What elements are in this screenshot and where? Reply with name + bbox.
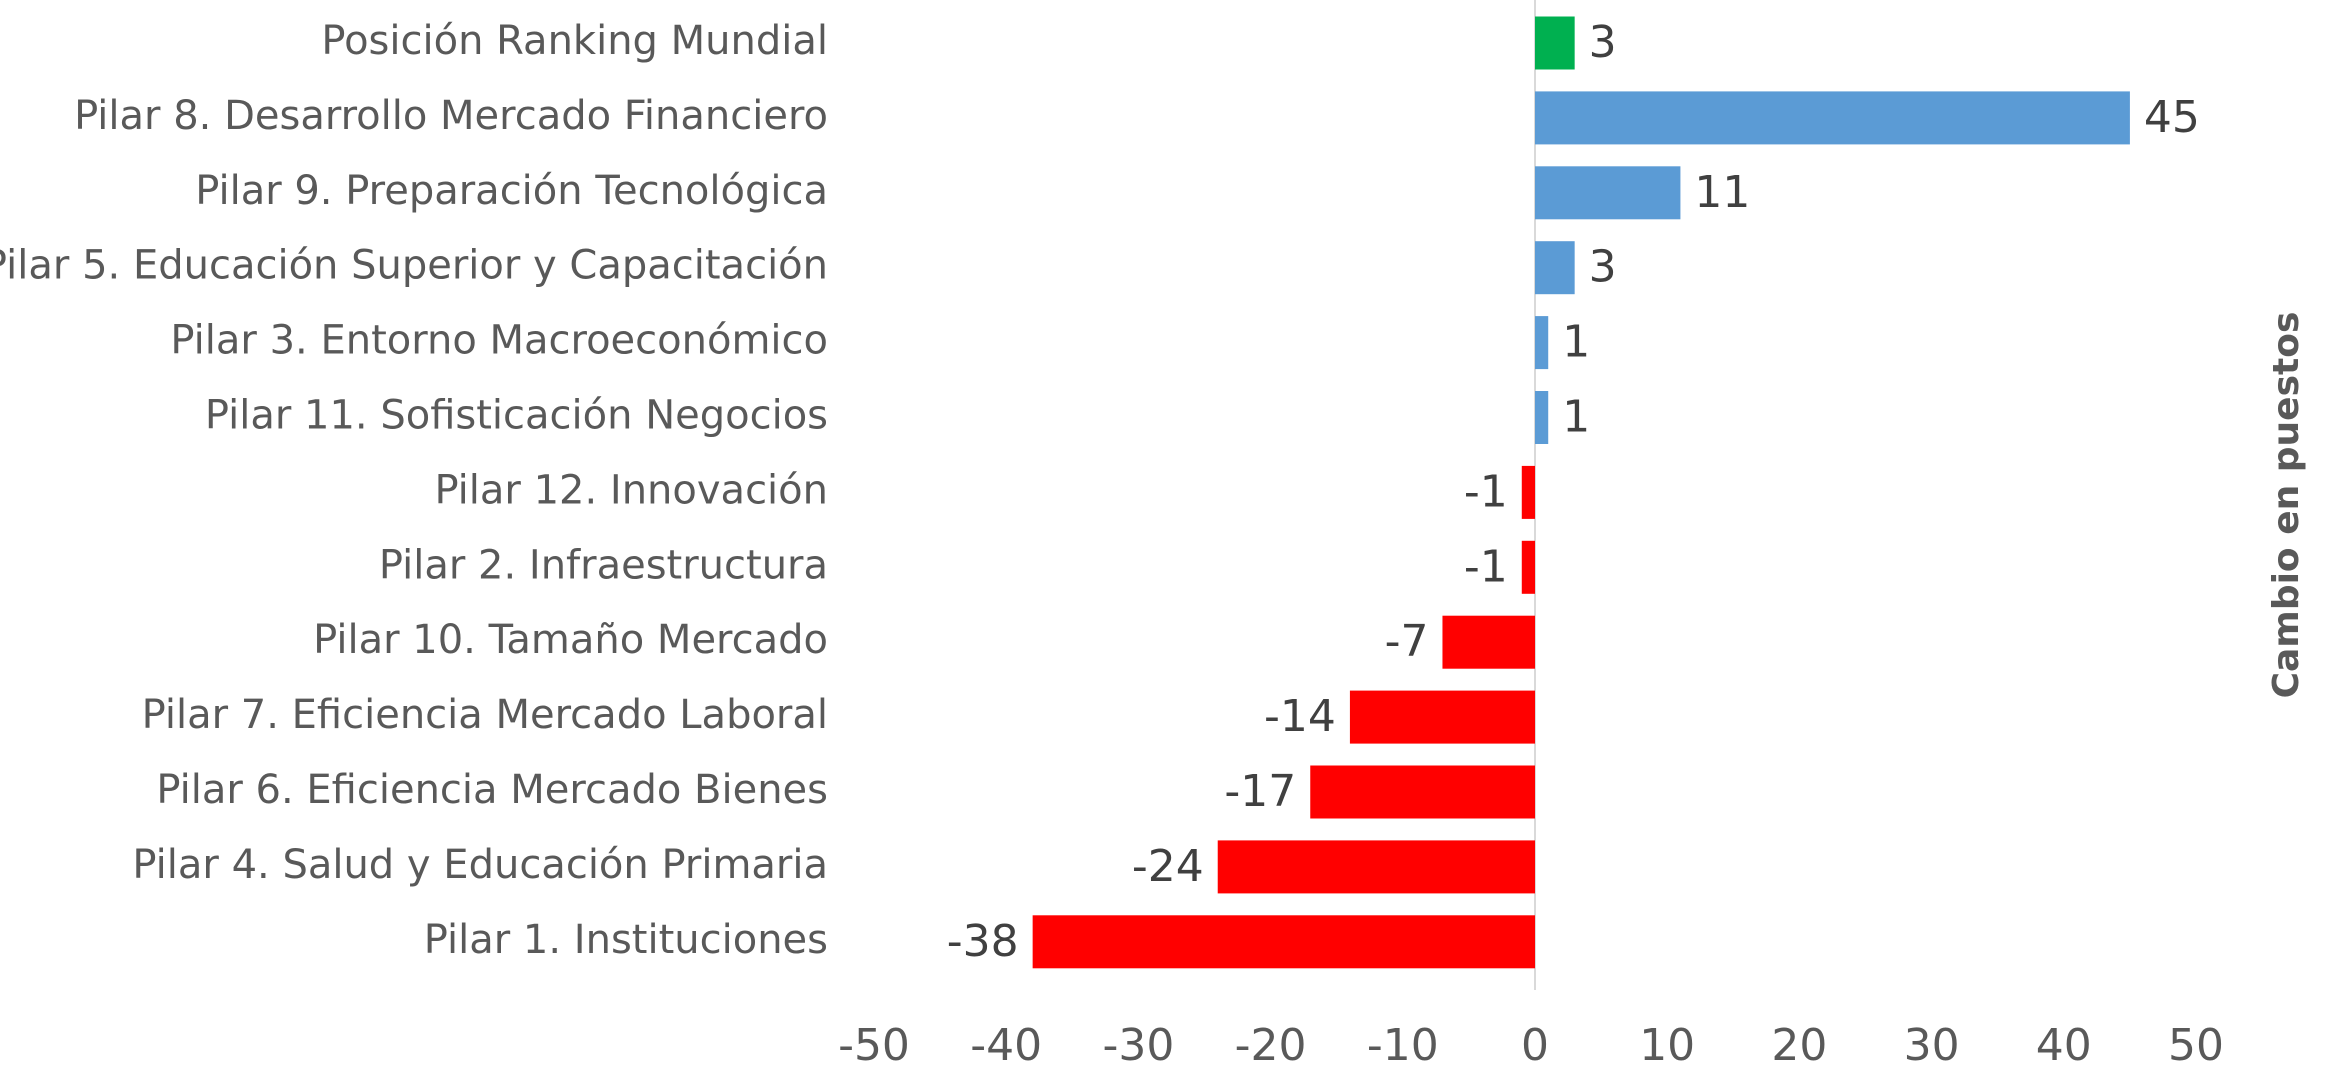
bar	[1349, 690, 1535, 744]
category-label: Pilar 1. Instituciones	[424, 917, 828, 963]
bar	[1310, 765, 1535, 819]
category-label: Pilar 11. Sofisticación Negocios	[205, 393, 828, 439]
x-tick-label: 20	[1771, 1020, 1827, 1071]
x-tick-label: 50	[2168, 1020, 2224, 1071]
data-label: -1	[1464, 466, 1508, 517]
category-label: Pilar 12. Innovación	[434, 467, 828, 513]
bar	[1521, 540, 1535, 594]
x-tick-label: -50	[838, 1020, 910, 1071]
bar	[1032, 915, 1535, 969]
category-label: Pilar 5. Educación Superior y Capacitaci…	[0, 243, 828, 289]
x-tick-label: -10	[1367, 1020, 1439, 1071]
data-label: 45	[2144, 92, 2200, 143]
category-label: Pilar 9. Preparación Tecnológica	[195, 168, 828, 214]
x-tick-label: -40	[970, 1020, 1042, 1071]
x-tick-label: 30	[1904, 1020, 1960, 1071]
data-label: -24	[1132, 841, 1204, 892]
bar	[1217, 840, 1535, 894]
x-tick-label: 40	[2036, 1020, 2092, 1071]
bar	[1535, 391, 1549, 444]
category-label: Pilar 4. Salud y Educación Primaria	[132, 842, 828, 888]
category-label: Pilar 3. Entorno Macroeconómico	[170, 318, 828, 364]
x-tick-label: -20	[1235, 1020, 1307, 1071]
x-tick-label: -30	[1102, 1020, 1174, 1071]
category-label: Pilar 8. Desarrollo Mercado Financiero	[74, 93, 828, 139]
data-label: 1	[1562, 392, 1590, 443]
bar	[1535, 241, 1575, 295]
category-label: Pilar 6. Eficiencia Mercado Bienes	[156, 767, 828, 813]
bar	[1535, 166, 1681, 220]
data-label: -38	[947, 916, 1019, 967]
x-tick-label: 10	[1639, 1020, 1695, 1071]
data-label: -7	[1385, 616, 1429, 667]
data-label: 3	[1589, 17, 1617, 68]
category-label: Pilar 10. Tamaño Mercado	[313, 617, 828, 663]
bar	[1442, 615, 1535, 669]
category-label: Pilar 2. Infraestructura	[379, 542, 828, 588]
bar	[1535, 316, 1549, 370]
data-label: -1	[1464, 541, 1508, 592]
category-label: Posición Ranking Mundial	[321, 18, 828, 64]
data-label: 3	[1589, 242, 1617, 293]
bar	[1521, 465, 1535, 519]
data-label: -17	[1224, 766, 1296, 817]
data-label: 11	[1694, 167, 1750, 218]
data-label: -14	[1264, 691, 1336, 742]
data-label: 1	[1562, 317, 1590, 368]
category-label: Pilar 7. Eficiencia Mercado Laboral	[142, 692, 828, 738]
bar	[1535, 16, 1575, 70]
bar	[1535, 91, 2130, 145]
x-tick-label: 0	[1521, 1020, 1549, 1071]
axis-title: Cambio en puestos	[2266, 312, 2307, 699]
